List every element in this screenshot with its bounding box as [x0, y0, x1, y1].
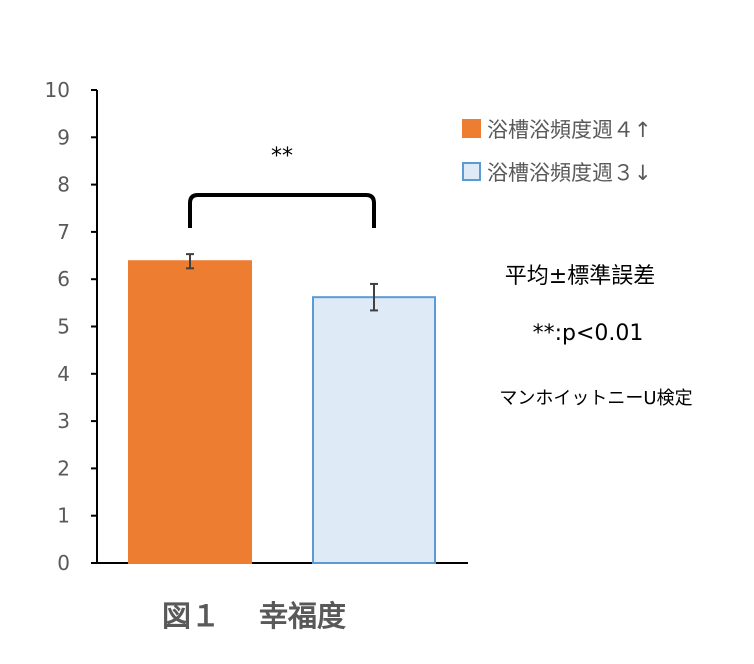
y-tick-label: 8	[57, 173, 70, 197]
figure-caption: 図１ 幸福度	[162, 599, 346, 633]
y-tick-label: 2	[57, 456, 70, 480]
y-tick-label: 0	[57, 551, 70, 575]
y-tick-label: 1	[57, 504, 70, 528]
y-tick-label: 6	[57, 267, 70, 291]
bar-layer	[128, 253, 436, 564]
legend-swatch	[462, 162, 481, 181]
y-tick-label: 9	[57, 125, 70, 149]
note-p-value: **:p<0.01	[533, 321, 644, 346]
y-tick-label: 4	[57, 362, 70, 386]
axis-layer: 0 1 2 3 4 5 6 7 8 9 10	[45, 78, 468, 575]
legend: 浴槽浴頻度週４↑ 浴槽浴頻度週３↓	[462, 118, 652, 185]
legend-item: 浴槽浴頻度週３↓	[462, 161, 652, 185]
y-tick-label: 5	[57, 315, 70, 339]
error-bar	[370, 282, 378, 312]
bar	[128, 260, 252, 564]
significance-bracket	[188, 193, 376, 228]
significance-layer: **	[188, 144, 376, 228]
legend-label: 浴槽浴頻度週４↑	[487, 118, 652, 142]
legend-swatch	[462, 119, 481, 138]
legend-item: 浴槽浴頻度週４↑	[462, 118, 652, 142]
note-test-name: マンホイットニーU検定	[499, 388, 692, 409]
y-tick-label: 10	[45, 78, 70, 102]
bar	[312, 296, 436, 564]
y-tick-label: 3	[57, 409, 70, 433]
y-tick-label: 7	[57, 220, 70, 244]
significance-label: **	[271, 144, 293, 169]
legend-label: 浴槽浴頻度週３↓	[487, 161, 652, 185]
note-error-type: 平均±標準誤差	[505, 264, 655, 289]
error-bar	[186, 253, 194, 270]
notes: 平均±標準誤差 **:p<0.01 マンホイットニーU検定	[499, 264, 692, 409]
